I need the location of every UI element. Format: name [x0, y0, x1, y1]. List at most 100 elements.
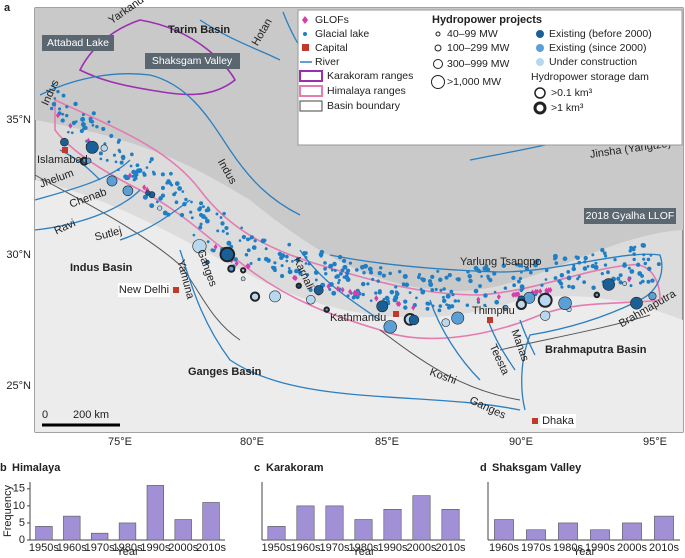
glacial-lake: [119, 160, 124, 165]
glacial-lake: [348, 261, 353, 265]
glacial-lake: [562, 256, 568, 262]
glacial-lake: [428, 282, 434, 287]
legend-text: >1,000 MW: [447, 76, 501, 88]
glacial-lake: [367, 266, 373, 272]
place: New Delhi: [119, 284, 169, 296]
glacial-lakes: [49, 83, 661, 334]
glacial-lake: [571, 266, 577, 272]
panel-label: d: [480, 462, 487, 474]
glacial-lake: [346, 268, 351, 273]
glacial-lake: [427, 279, 433, 284]
hydropower: [100, 144, 108, 152]
glacial-lake: [101, 126, 106, 132]
hydropower: [408, 314, 420, 326]
bar: [412, 495, 431, 541]
glacial-lake: [369, 270, 374, 275]
x-tick-label: 1990s: [585, 542, 615, 554]
glacial-lake: [308, 287, 313, 292]
glacial-lake: [149, 157, 154, 162]
hydropower: [157, 205, 163, 211]
glacial-lake: [473, 265, 479, 271]
legend-symbol: [299, 70, 323, 82]
x-tick-label: 2010s: [196, 542, 226, 554]
hydropower: [205, 259, 210, 265]
x-axis-label: Year: [352, 546, 375, 558]
x-axis-label: Year: [116, 546, 139, 558]
glacial-lake: [641, 243, 647, 248]
hydropower: [60, 137, 69, 147]
lat-label: 25°N: [6, 380, 31, 392]
glacial-lake: [305, 273, 310, 277]
x-tick-label: 1990s: [378, 542, 408, 554]
glacial-lake: [116, 140, 120, 144]
glacial-lake: [324, 272, 328, 276]
glacial-lake: [517, 279, 521, 284]
glacial-lake: [66, 130, 70, 134]
glacial-lake: [57, 107, 62, 111]
hydropower: [593, 291, 601, 299]
glacial-lake: [577, 260, 582, 265]
glacial-lake: [172, 192, 176, 197]
glacial-lake: [280, 264, 284, 268]
glacial-lake: [174, 181, 180, 186]
glacial-lake: [294, 268, 299, 274]
glacial-lake: [442, 287, 446, 291]
glacial-lake: [342, 275, 346, 279]
glacial-lake: [264, 247, 268, 251]
glacial-lake: [83, 126, 88, 130]
legend-text: GLOFs: [315, 14, 349, 26]
glacial-lake: [204, 218, 210, 224]
glacial-lake: [287, 242, 292, 247]
bar: [90, 532, 109, 541]
glacial-lake: [206, 240, 210, 244]
legend-text: Glacial lake: [315, 28, 369, 40]
x-tick-label: 1960s: [489, 542, 519, 554]
glacial-lake: [287, 269, 293, 275]
glacial-lake: [570, 285, 576, 290]
legend-text: Existing (before 2000): [549, 28, 652, 40]
glacial-lake: [296, 256, 300, 261]
glacial-lake: [397, 269, 402, 274]
glacial-lake: [333, 269, 337, 272]
glacial-lake: [632, 252, 637, 257]
glacial-lake: [210, 248, 214, 252]
hydropower: [227, 264, 236, 273]
glacial-lake: [190, 216, 194, 220]
glacial-lake: [554, 261, 559, 265]
glacial-lake: [61, 93, 66, 98]
glacial-lake: [622, 263, 627, 268]
glacial-lake: [483, 293, 488, 298]
glacial-lake: [567, 284, 571, 289]
glacial-lake: [91, 124, 95, 127]
glof: [234, 260, 239, 267]
glacial-lake: [451, 293, 455, 297]
glacial-lake: [656, 262, 661, 267]
legend-text: 300–999 MW: [447, 58, 510, 70]
glacial-lake: [279, 255, 284, 260]
glacial-lake: [244, 253, 249, 257]
glacial-lake: [177, 186, 183, 191]
hydropower: [622, 281, 627, 286]
capital: [62, 147, 68, 153]
glof: [533, 288, 538, 295]
hydropower: [249, 291, 261, 302]
glacial-lake: [253, 239, 257, 243]
bar: [63, 515, 81, 541]
glacial-lake: [330, 268, 334, 272]
place: Yarlung Tsangpo: [460, 256, 542, 268]
bar: [494, 519, 514, 541]
glacial-lake: [51, 83, 55, 87]
legend-symbol: [536, 58, 544, 66]
lat-ticks: 35°N 30°N 25°N 75°E 80°E 85°E 90°E 95°E: [6, 114, 667, 448]
glacial-lake: [130, 152, 134, 157]
place: Tarim Basin: [168, 24, 230, 36]
glacial-lake: [238, 239, 242, 242]
glacial-lake: [492, 271, 497, 276]
glacial-lake: [74, 120, 78, 123]
glacial-lake: [582, 266, 588, 271]
bar: [174, 519, 192, 541]
glacial-lake: [61, 112, 65, 116]
label-box: [540, 414, 576, 428]
glacial-lake: [166, 212, 171, 217]
label-box: [118, 283, 170, 297]
